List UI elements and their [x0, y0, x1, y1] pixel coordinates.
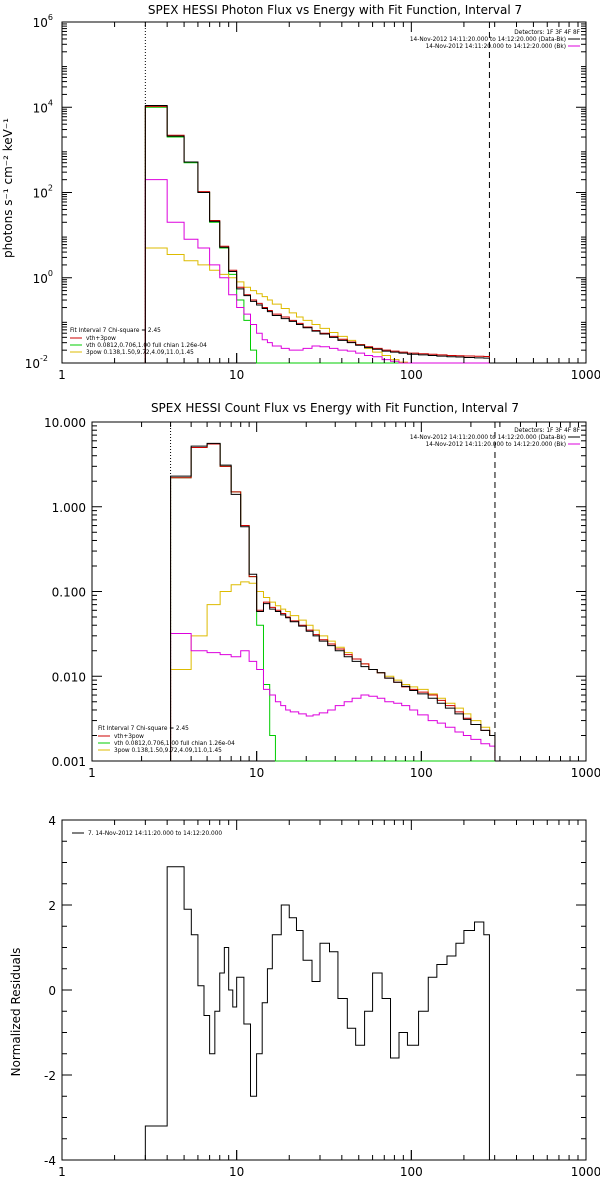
residuals-ytick-label: -2: [44, 1069, 56, 1083]
residuals-ytick-label: -4: [44, 1154, 56, 1168]
photon-flux-fit-header: Fit Interval 7 Chi-square = 2.45: [70, 328, 161, 334]
residuals-ytick-label: 4: [48, 814, 56, 828]
residuals-xtick-label: 1000: [571, 1165, 600, 1179]
photon-flux-fit-yellow-label: 3pow 0.138,1.50,9.72,4.09,11.0,1.45: [86, 350, 194, 356]
residuals-xtick-label: 1: [58, 1165, 66, 1179]
count-flux-series-yellow: [170, 581, 496, 761]
count-flux-fit-green-label: vth 0.0812,0.706,1.00 full chian 1.26e-0…: [114, 741, 235, 747]
residuals-series-residuals: [144, 866, 490, 1160]
photon-flux-ytick-label: 106: [33, 13, 53, 30]
count-flux-ytick-label: 0.100: [52, 586, 86, 600]
photon-flux-xtick-label: 10: [229, 368, 244, 382]
count-flux-series-black: [170, 442, 496, 761]
count-flux-fit-header: Fit Interval 7 Chi-square = 2.45: [98, 726, 189, 732]
residuals-ytick-label: 2: [48, 899, 56, 913]
photon-flux-ytick-label: 10-2: [25, 354, 48, 371]
photon-flux-top-legend: Detectors: 1F 3F 4F 8F 14-Nov-2012 14:11…: [410, 30, 580, 50]
count-flux-title: SPEX HESSI Count Flux vs Energy with Fit…: [151, 401, 519, 415]
photon-flux-xtick-label: 100: [400, 368, 423, 382]
count-flux-xtick-label: 1000: [571, 766, 600, 780]
photon-flux-detectors: Detectors: 1F 3F 4F 8F: [514, 30, 580, 36]
photon-flux-ytick-label: 100: [33, 269, 53, 286]
photon-flux-ylabel: photons s⁻¹ cm⁻² keV⁻¹: [1, 118, 15, 258]
photon-flux-bottom-legend: Fit Interval 7 Chi-square = 2.45 vth+3po…: [70, 328, 207, 356]
count-flux-ytick-label: 10.000: [44, 416, 86, 430]
residuals-xtick-label: 10: [229, 1165, 244, 1179]
count-flux-top-legend: Detectors: 1F 3F 4F 8F 14-Nov-2012 14:11…: [410, 428, 580, 448]
count-flux-bottom-legend: Fit Interval 7 Chi-square = 2.45 vth+3po…: [98, 726, 235, 754]
photon-flux-ytick-label: 104: [33, 98, 53, 115]
residuals-ytick-label: 0: [48, 984, 56, 998]
count-flux-fit-red-label: vth+3pow: [114, 734, 144, 740]
residuals-ylabel: Normalized Residuals: [9, 948, 23, 1077]
photon-flux-xtick-label: 1000: [571, 368, 600, 382]
count-flux-ytick-label: 0.001: [52, 755, 86, 769]
photon-flux-plot-area: [61, 21, 587, 364]
count-flux-xtick-label: 100: [410, 766, 433, 780]
count-flux-detectors: Detectors: 1F 3F 4F 8F: [514, 428, 580, 434]
residuals-panel: Normalized Residuals 1 10 100 1000 -4 -2 0 2 4 7…: [9, 814, 600, 1179]
count-flux-ytick-label: 0.010: [52, 670, 86, 684]
count-flux-fit-yellow-label: 3pow 0.138,1.50,9.72,4.09,11.0,1.45: [114, 748, 222, 754]
count-flux-series-green: [170, 443, 495, 762]
count-flux-xtick-label: 1: [88, 766, 96, 780]
count-flux-plot-area: [91, 421, 587, 762]
photon-flux-xtick-label: 1: [58, 368, 66, 382]
photon-flux-ytick-label: 102: [33, 184, 53, 201]
residuals-legend-label: 7. 14-Nov-2012 14:11:20.000 to 14:12:20.…: [88, 831, 222, 837]
count-flux-panel: SPEX HESSI Count Flux vs Energy with Fit…: [44, 401, 600, 780]
photon-flux-series-black: [144, 104, 490, 363]
count-flux-legend-data-bk: 14-Nov-2012 14:11:20.000 to 14:12:20.000…: [410, 435, 566, 441]
photon-flux-series-magenta: [144, 179, 490, 364]
photon-flux-title: SPEX HESSI Photon Flux vs Energy with Fi…: [148, 3, 522, 17]
count-flux-series-magenta: [170, 632, 496, 761]
photon-flux-legend-bk: 14-Nov-2012 14:11:20.000 to 14:12:20.000…: [426, 44, 566, 50]
photon-flux-legend-data-bk: 14-Nov-2012 14:11:20.000 to 14:12:20.000…: [410, 37, 566, 43]
count-flux-xtick-label: 10: [249, 766, 264, 780]
count-flux-ytick-label: 1.000: [52, 501, 86, 515]
residuals-plot-area: [61, 819, 587, 1161]
count-flux-legend-bk: 14-Nov-2012 14:11:20.000 to 14:12:20.000…: [426, 442, 566, 448]
count-flux-series-red: [170, 443, 496, 761]
photon-flux-fit-red-label: vth+3pow: [86, 336, 116, 342]
photon-flux-fit-green-label: vth 0.0812,0.706,1.00 full chian 1.26e-0…: [86, 343, 207, 349]
photon-flux-panel: SPEX HESSI Photon Flux vs Energy with Fi…: [1, 3, 600, 382]
residuals-xtick-label: 100: [400, 1165, 423, 1179]
